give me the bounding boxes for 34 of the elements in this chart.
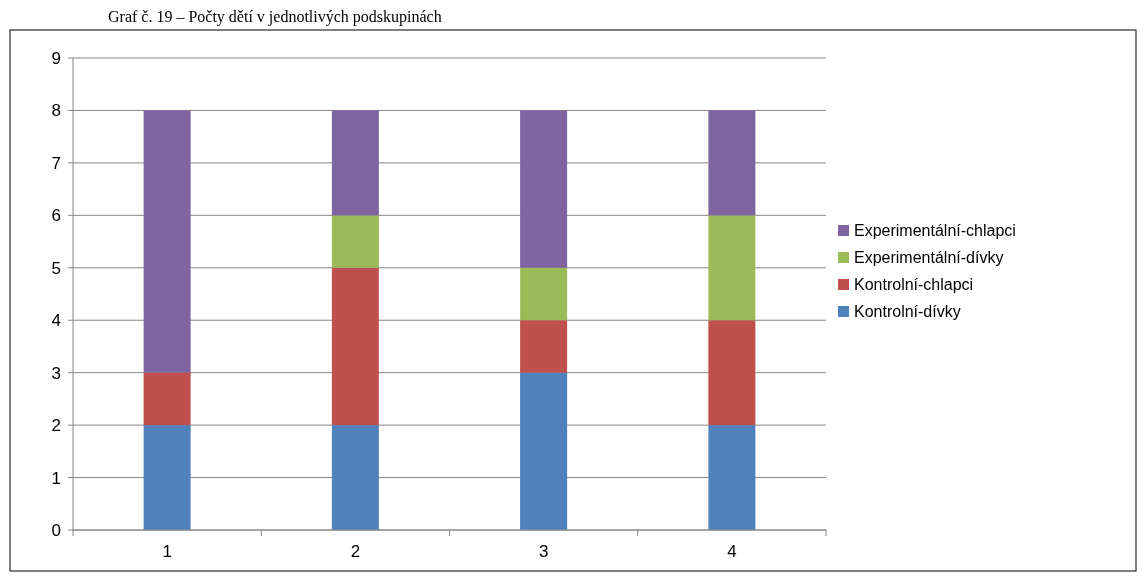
legend-label: Experimentální-dívky <box>854 249 1004 266</box>
bar <box>708 110 756 216</box>
y-tick-label: 9 <box>51 49 61 68</box>
x-tick-label: 2 <box>350 542 361 561</box>
y-tick-label: 5 <box>51 258 61 278</box>
legend-label: Kontrolní-dívky <box>854 303 961 320</box>
bar <box>708 215 756 321</box>
x-tick-label: 3 <box>538 542 549 561</box>
y-tick-label: 0 <box>51 521 61 540</box>
bar <box>708 320 756 426</box>
legend-label: Kontrolní-chlapci <box>854 276 974 293</box>
y-tick-label: 7 <box>51 153 61 173</box>
y-tick-label: 3 <box>51 363 61 383</box>
y-tick-label: 2 <box>51 416 61 436</box>
chart-title: Graf č. 19 – Počty dětí v jednotlivých podskupinách <box>108 8 442 26</box>
y-tick-label: 1 <box>51 468 61 488</box>
bar <box>520 267 568 321</box>
legend-label: Experimentální-chlapci <box>854 222 1016 239</box>
bar <box>520 320 568 373</box>
x-tick-label: 1 <box>162 542 172 561</box>
bar <box>520 372 568 530</box>
bar <box>331 425 379 530</box>
y-tick-label: 4 <box>51 311 61 331</box>
y-tick-label: 8 <box>51 101 61 121</box>
bar <box>143 425 191 530</box>
bar <box>331 267 379 426</box>
bar <box>708 425 756 530</box>
bar <box>520 110 568 268</box>
bar <box>143 110 191 373</box>
x-tick-label: 4 <box>727 542 737 561</box>
bar <box>331 110 379 216</box>
bar <box>143 372 191 426</box>
y-tick-label: 6 <box>51 206 61 226</box>
bar <box>331 215 379 268</box>
